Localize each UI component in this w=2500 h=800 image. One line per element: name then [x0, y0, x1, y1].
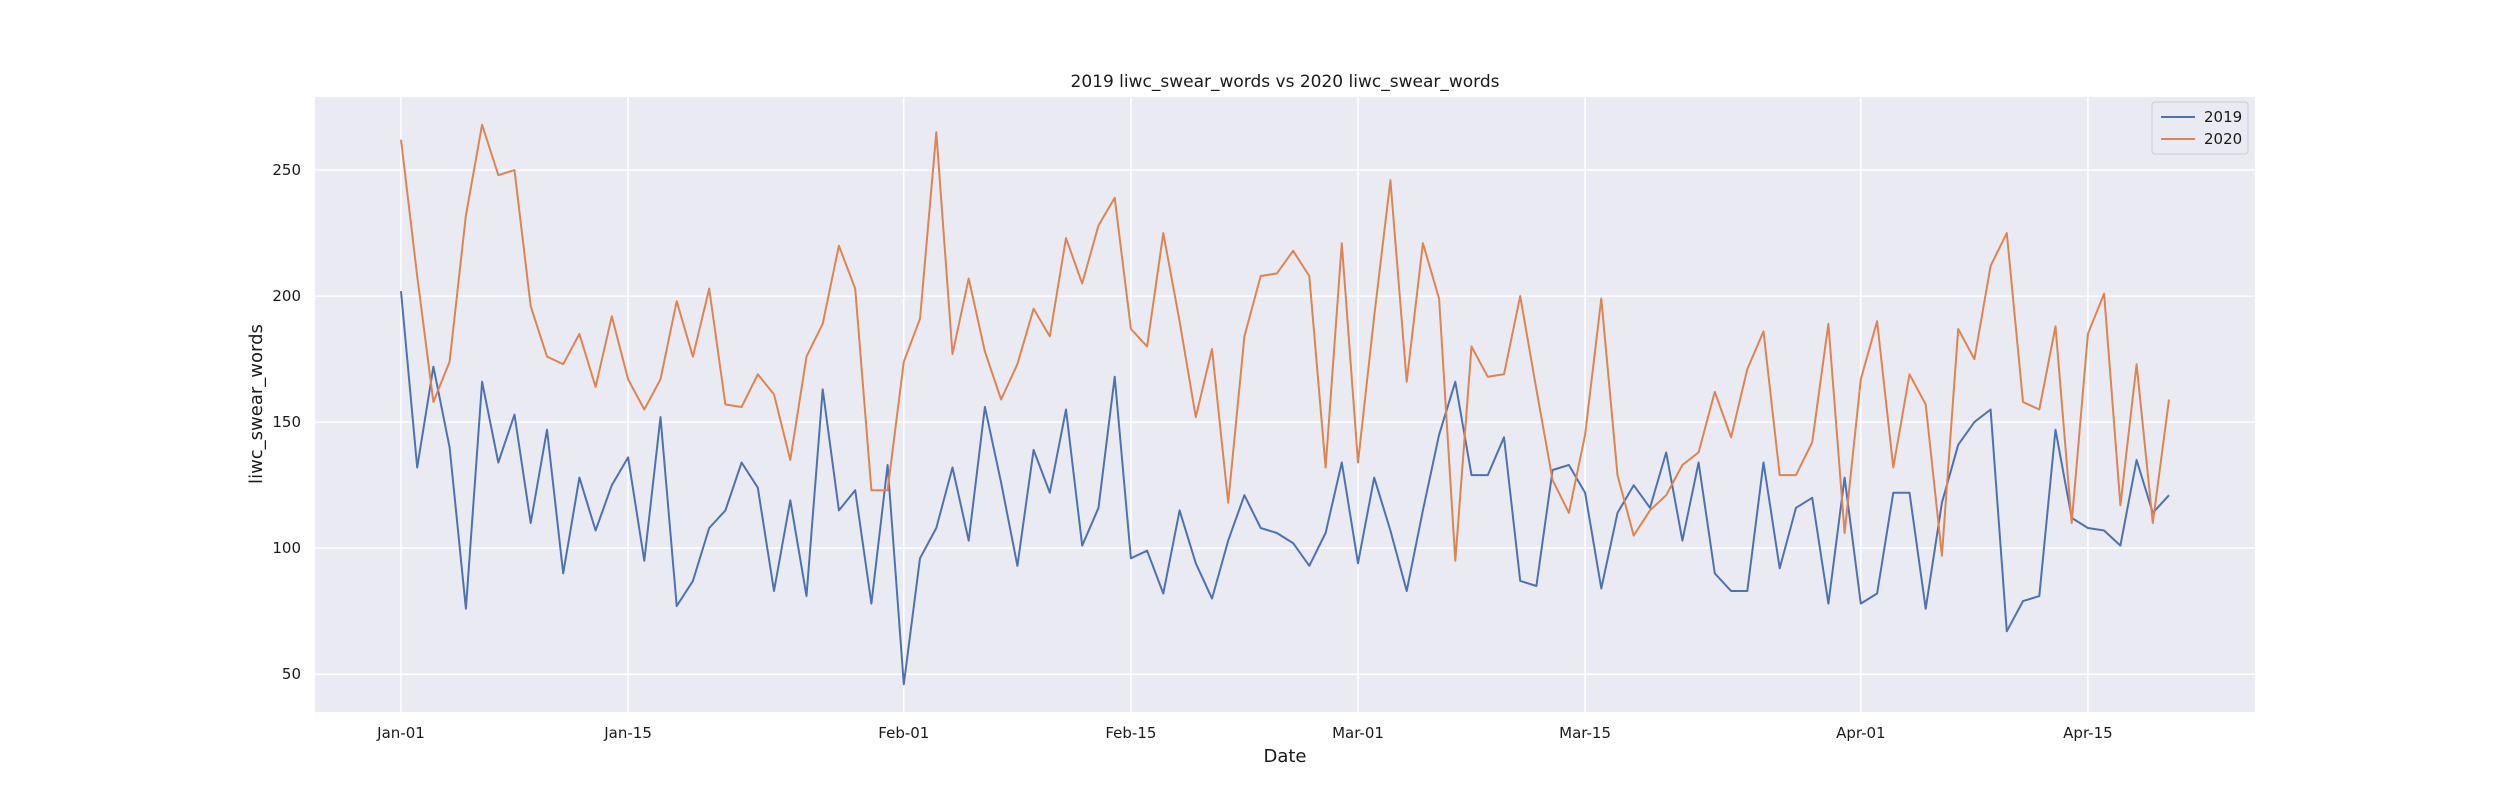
y-tick-label: 150 [272, 413, 301, 431]
legend-box [2151, 101, 2249, 155]
x-axis-label: Date [1263, 746, 1306, 767]
grid-lines [315, 97, 2255, 712]
x-tick-label: Mar-15 [1559, 724, 1611, 742]
y-tick-label: 200 [272, 287, 301, 305]
chart-title: 2019 liwc_swear_words vs 2020 liwc_swear… [1071, 72, 1500, 92]
plot-background [315, 97, 2255, 712]
x-axis-ticks: Jan-01 Jan-15 Feb-01 Feb-15 Mar-01 Mar-15 Apr-… [376, 724, 2113, 742]
x-tick-label: Feb-15 [1105, 724, 1156, 742]
legend: 2019 2020 [2151, 101, 2249, 155]
legend-label-2019: 2019 [2204, 108, 2242, 126]
x-tick-label: Jan-15 [603, 724, 652, 742]
series-line-2019 [400, 291, 2170, 686]
y-axis-ticks: 50 100 150 200 250 [272, 161, 301, 683]
y-axis-label: liwc_swear_words [246, 324, 267, 484]
y-tick-label: 250 [272, 161, 301, 179]
y-tick-label: 100 [272, 539, 301, 557]
x-tick-label: Mar-01 [1332, 724, 1384, 742]
x-tick-label: Feb-01 [878, 724, 929, 742]
series-lines [400, 123, 2170, 686]
x-tick-label: Apr-01 [1836, 724, 1886, 742]
x-tick-label: Apr-15 [2063, 724, 2113, 742]
x-tick-label: Jan-01 [376, 724, 425, 742]
legend-label-2020: 2020 [2204, 130, 2242, 148]
series-line-2020 [400, 123, 2170, 562]
y-tick-label: 50 [282, 665, 301, 683]
